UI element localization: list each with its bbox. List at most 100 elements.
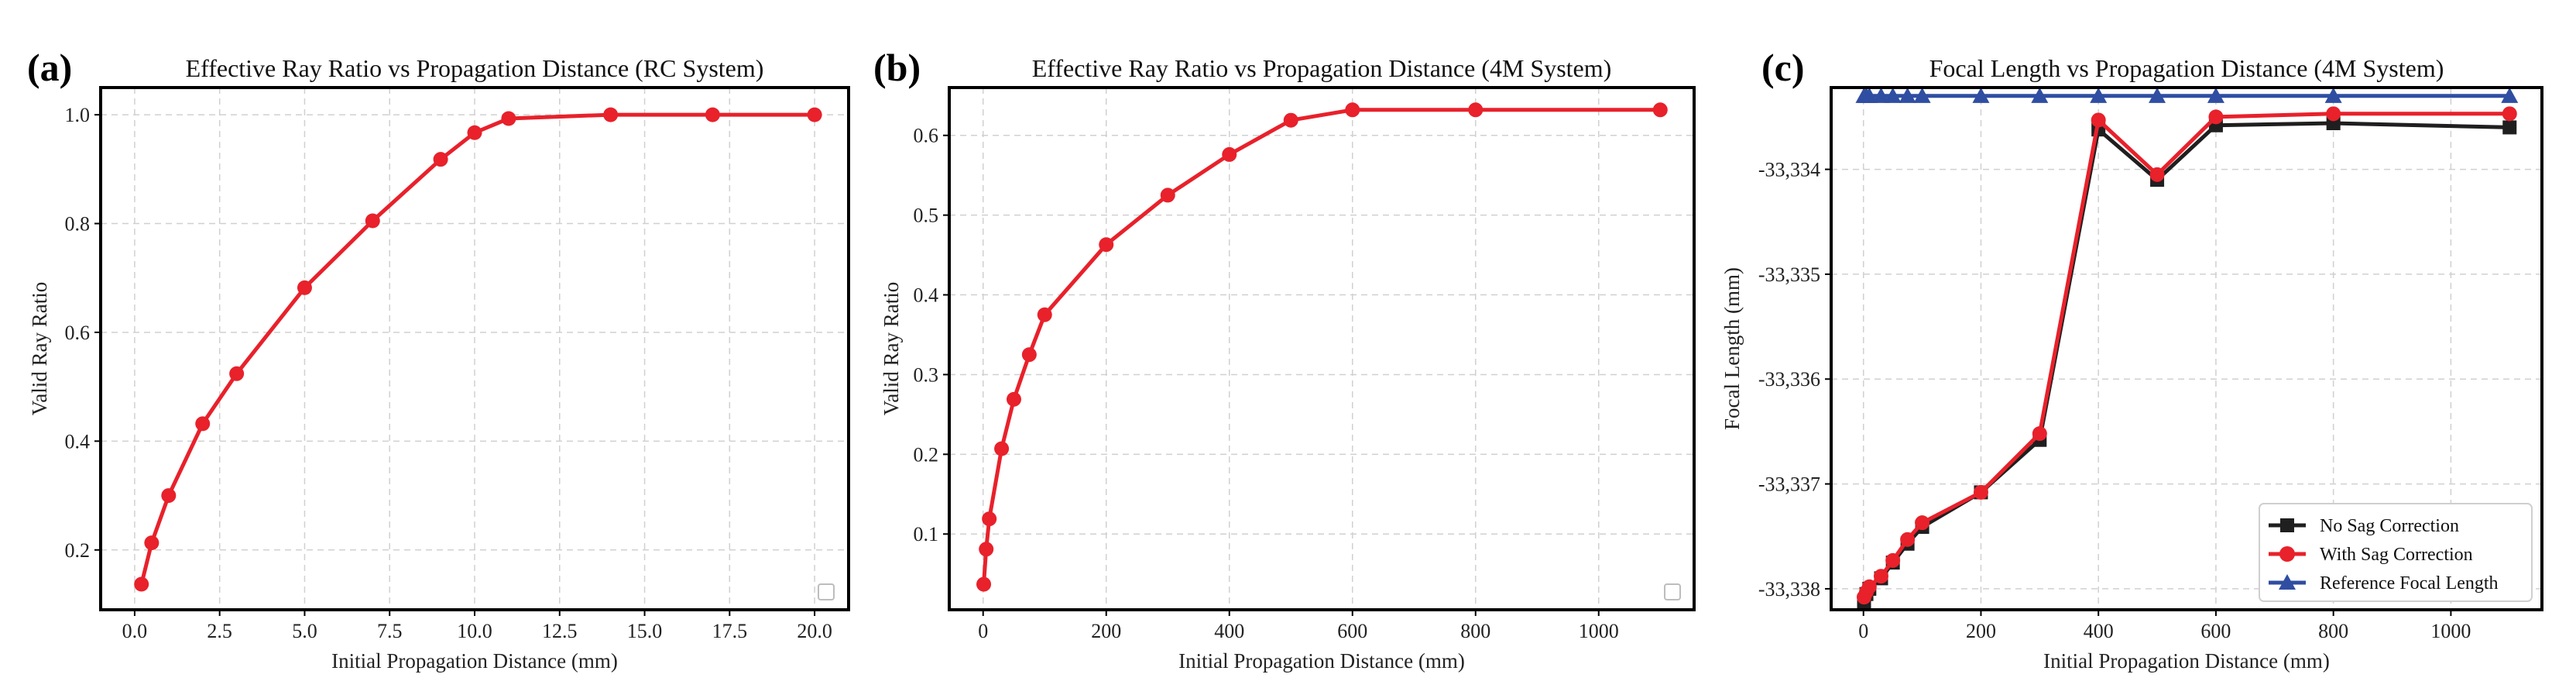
x-tick-label: 2.5 bbox=[207, 620, 232, 642]
data-point bbox=[1222, 147, 1237, 162]
data-point bbox=[2502, 120, 2516, 134]
x-tick-label: 1000 bbox=[1579, 620, 1619, 642]
panel-b: (b) Effective Ray Ratio vs Propagation D… bbox=[873, 46, 1694, 673]
figure: (a) Effective Ray Ratio vs Propagation D… bbox=[0, 0, 2576, 695]
panel-c-title: Focal Length vs Propagation Distance (4M… bbox=[1929, 54, 2444, 82]
legend-label-with-sag: With Sag Correction bbox=[2320, 545, 2473, 565]
x-tick-label: 200 bbox=[1966, 620, 1996, 642]
data-point bbox=[1038, 308, 1052, 322]
data-point bbox=[705, 108, 720, 122]
legend-marker-circle bbox=[2279, 546, 2295, 562]
data-point bbox=[161, 488, 176, 503]
data-point bbox=[976, 577, 991, 592]
x-tick-label: 600 bbox=[1337, 620, 1367, 642]
y-tick-label: 0.3 bbox=[914, 363, 939, 386]
x-tick-label: 600 bbox=[2200, 620, 2231, 642]
panel-a-series bbox=[134, 108, 822, 592]
y-tick-label: 0.6 bbox=[65, 322, 91, 344]
data-point bbox=[2208, 109, 2223, 124]
panel-a-ylabel: Valid Ray Ratio bbox=[28, 282, 51, 415]
data-point bbox=[144, 535, 159, 550]
x-tick-label: 7.5 bbox=[377, 620, 403, 642]
panel-b-series bbox=[976, 102, 1668, 591]
y-tick-label: 1.0 bbox=[65, 104, 91, 126]
data-point bbox=[994, 442, 1009, 456]
data-point bbox=[1099, 237, 1113, 252]
panel-a-title: Effective Ray Ratio vs Propagation Dista… bbox=[186, 54, 764, 82]
panel-c-ylabel: Focal Length (mm) bbox=[1720, 267, 1744, 430]
data-point bbox=[603, 108, 618, 122]
panel-a-xlabel: Initial Propagation Distance (mm) bbox=[331, 649, 618, 673]
x-tick-label: 0.0 bbox=[122, 620, 148, 642]
data-point bbox=[468, 126, 482, 140]
legend-label-no-sag: No Sag Correction bbox=[2320, 516, 2459, 536]
panel-b-axes-frame bbox=[949, 88, 1694, 610]
y-tick-label: 0.8 bbox=[65, 213, 91, 236]
data-point bbox=[297, 280, 312, 295]
data-point bbox=[1468, 102, 1483, 117]
y-tick-label: 0.6 bbox=[914, 125, 939, 147]
data-point bbox=[434, 152, 448, 167]
data-point bbox=[808, 108, 822, 122]
data-point bbox=[1653, 102, 1668, 117]
y-tick-label: 0.2 bbox=[914, 443, 939, 466]
panel-a-grid bbox=[101, 88, 849, 610]
panel-c: (c) Focal Length vs Propagation Distance… bbox=[1720, 46, 2542, 673]
x-tick-label: 200 bbox=[1091, 620, 1121, 642]
x-tick-label: 400 bbox=[1214, 620, 1244, 642]
data-point bbox=[2326, 106, 2341, 121]
y-tick-label: -33,335 bbox=[1758, 263, 1820, 286]
x-tick-label: 0 bbox=[1858, 620, 1868, 642]
data-point bbox=[365, 214, 380, 229]
x-tick-label: 10.0 bbox=[457, 620, 492, 642]
y-tick-label: -33,336 bbox=[1758, 368, 1820, 391]
legend-marker-square bbox=[2280, 518, 2294, 532]
panel-b-ylabel: Valid Ray Ratio bbox=[880, 282, 903, 415]
data-point bbox=[1974, 485, 1988, 500]
y-tick-label: -33,338 bbox=[1758, 578, 1820, 600]
x-tick-label: 5.0 bbox=[292, 620, 317, 642]
data-point bbox=[2502, 106, 2517, 121]
panel-b-label: (b) bbox=[873, 46, 921, 89]
panel-a: (a) Effective Ray Ratio vs Propagation D… bbox=[27, 46, 849, 673]
x-tick-label: 800 bbox=[1460, 620, 1490, 642]
data-point bbox=[1874, 569, 1888, 583]
data-point bbox=[2091, 112, 2106, 127]
panel-c-legend: No Sag Correction With Sag Correction Re… bbox=[2259, 504, 2532, 601]
data-point bbox=[1900, 532, 1915, 547]
data-point bbox=[982, 511, 996, 526]
data-point bbox=[2032, 426, 2047, 441]
x-tick-label: 1000 bbox=[2430, 620, 2471, 642]
x-tick-label: 800 bbox=[2318, 620, 2348, 642]
legend-label-reference: Reference Focal Length bbox=[2320, 573, 2499, 594]
data-point bbox=[501, 112, 516, 126]
data-point bbox=[1885, 553, 1900, 568]
data-point bbox=[2150, 167, 2165, 182]
data-point bbox=[1007, 392, 1021, 407]
x-tick-label: 12.5 bbox=[542, 620, 578, 642]
data-point bbox=[1022, 347, 1037, 362]
panel-a-label: (a) bbox=[27, 46, 72, 89]
panel-b-grid bbox=[949, 88, 1694, 610]
y-tick-label: 0.1 bbox=[914, 523, 939, 545]
data-point bbox=[134, 577, 149, 592]
series-line-0 bbox=[984, 110, 1661, 584]
y-tick-label: -33,337 bbox=[1758, 473, 1820, 496]
data-point bbox=[1915, 515, 1929, 530]
x-tick-label: 0 bbox=[978, 620, 988, 642]
panel-c-label: (c) bbox=[1761, 46, 1805, 89]
panel-b-xlabel: Initial Propagation Distance (mm) bbox=[1178, 649, 1465, 673]
x-tick-label: 17.5 bbox=[712, 620, 748, 642]
y-tick-label: -33,334 bbox=[1758, 159, 1820, 181]
panel-b-title: Effective Ray Ratio vs Propagation Dista… bbox=[1032, 54, 1612, 82]
data-point bbox=[1345, 102, 1360, 117]
y-tick-label: 0.2 bbox=[65, 539, 91, 562]
data-point bbox=[1862, 580, 1877, 594]
panel-c-xlabel: Initial Propagation Distance (mm) bbox=[2043, 649, 2330, 673]
data-point bbox=[1284, 113, 1298, 128]
data-point bbox=[195, 416, 210, 431]
panel-b-empty-legend bbox=[1665, 584, 1680, 600]
x-tick-label: 400 bbox=[2084, 620, 2114, 642]
y-tick-label: 0.5 bbox=[914, 205, 939, 227]
x-tick-label: 20.0 bbox=[797, 620, 832, 642]
